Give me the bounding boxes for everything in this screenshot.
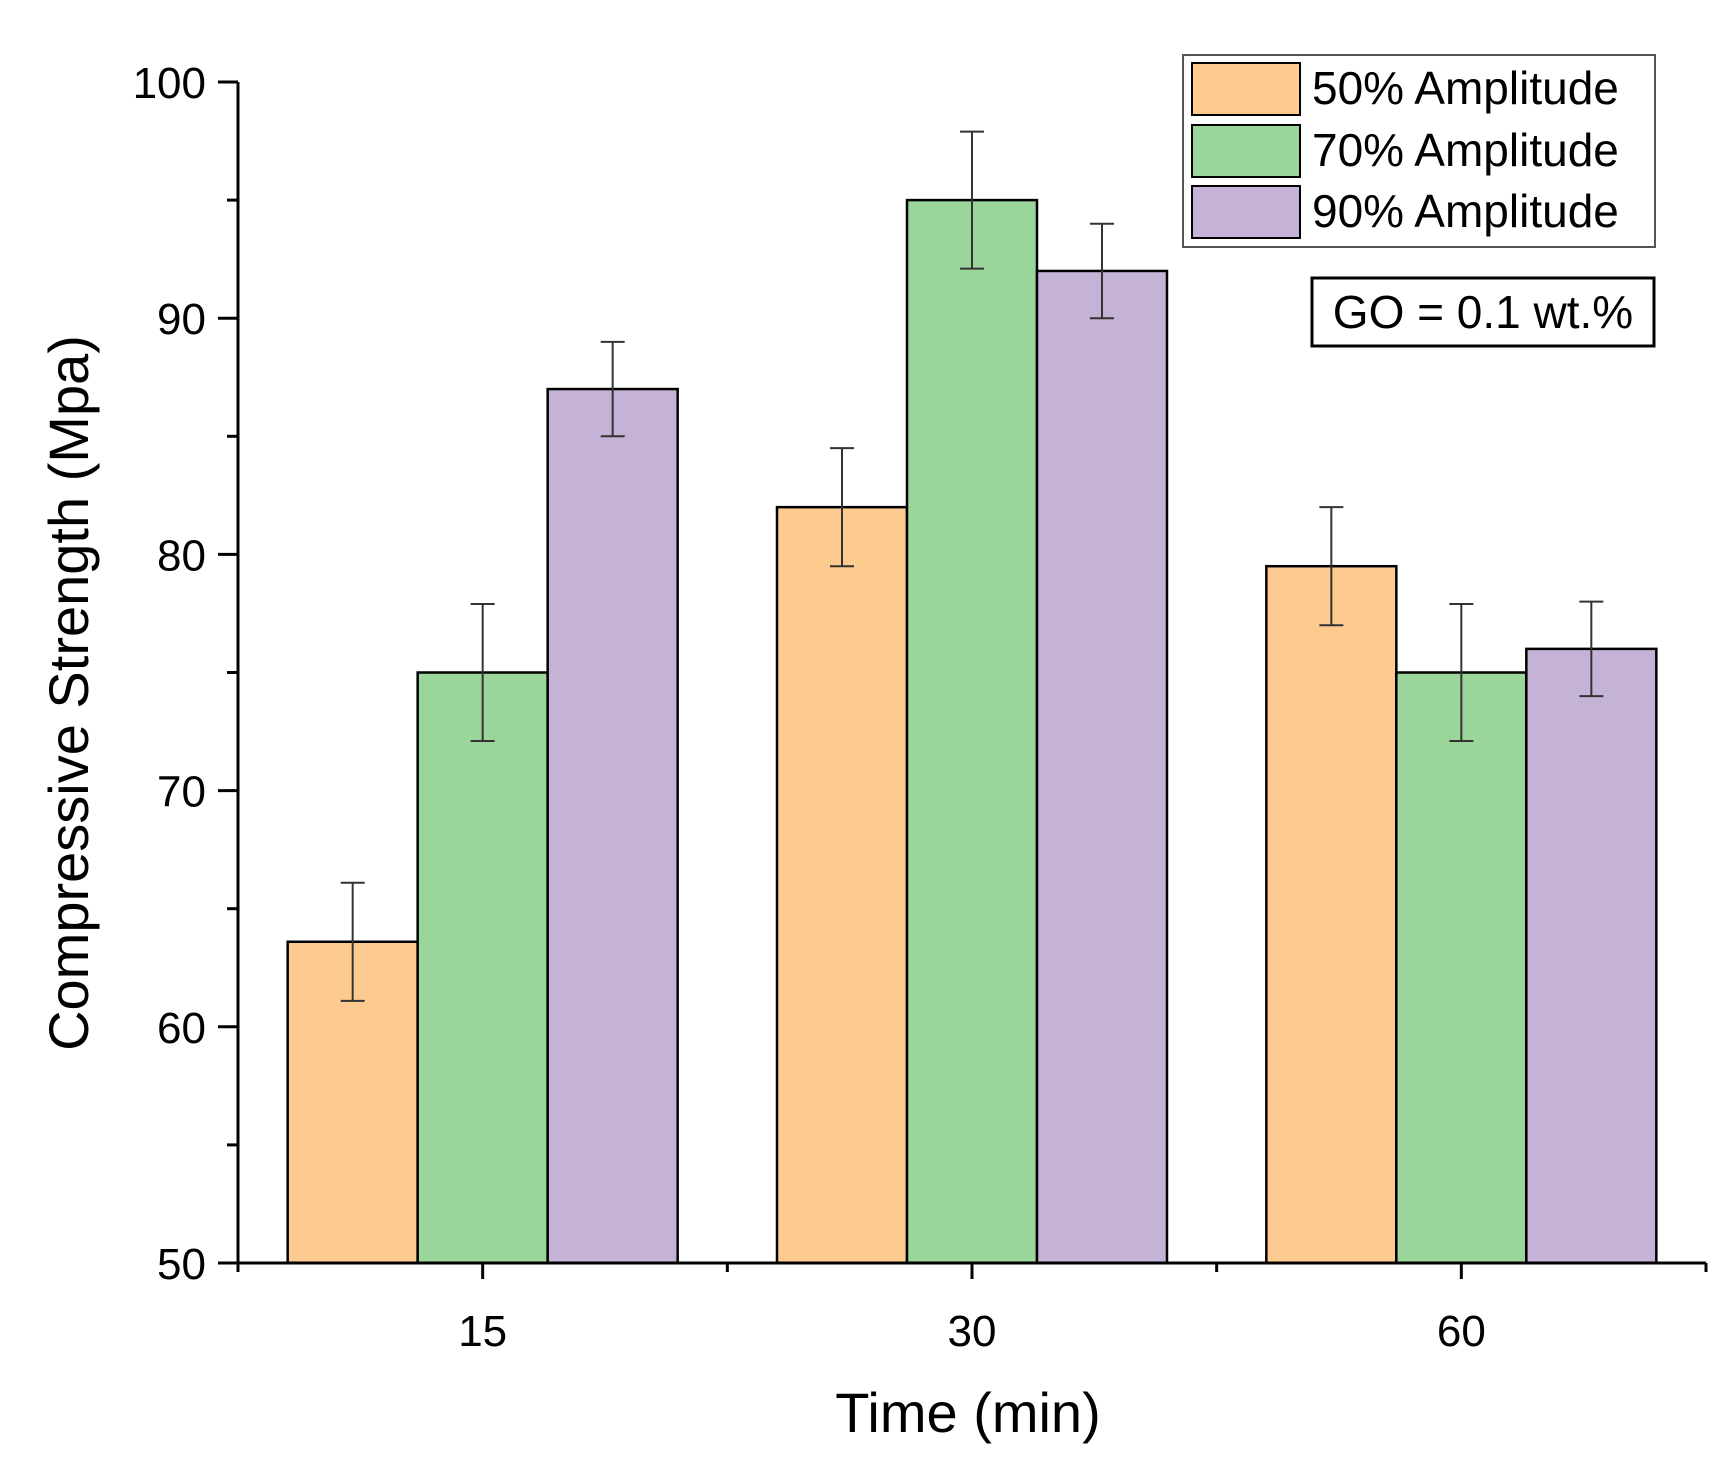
legend-label-2: 70% Amplitude	[1312, 124, 1619, 176]
x-axis-title: Time (min)	[835, 1381, 1100, 1444]
error-bar-1-30	[830, 447, 854, 568]
x-tick-label-60: 60	[1437, 1307, 1486, 1356]
bar-3-15	[546, 387, 679, 1265]
legend-label-3: 90% Amplitude	[1312, 185, 1619, 237]
error-bar-3-60	[1579, 600, 1604, 698]
tick-labels-layer: 15 30 60 50 60 70 80 90 100	[133, 59, 1486, 1356]
legend-swatch-1	[1191, 62, 1301, 116]
y-tick-label-90: 90	[157, 295, 206, 344]
bars-layer	[286, 198, 1658, 1265]
y-tick-label-100: 100	[133, 59, 206, 108]
legend-swatch-2	[1191, 124, 1301, 178]
bar-3-30	[1035, 269, 1169, 1265]
bar-2-30	[905, 198, 1039, 1265]
legend-entry-3: 90% Amplitude	[1191, 185, 1619, 239]
annotation-box: GO = 0.1 wt.%	[1310, 276, 1656, 348]
bar-3-60	[1525, 647, 1658, 1265]
error-bar-3-30	[1090, 222, 1114, 320]
bar-1-30	[775, 505, 909, 1265]
y-tick-label-70: 70	[157, 768, 206, 817]
annotation-frame	[1310, 276, 1656, 348]
bar-2-60	[1395, 671, 1528, 1265]
x-tick-label-30: 30	[948, 1307, 997, 1356]
y-axis-title: Compressive Strength (Mpa)	[37, 335, 100, 1051]
legend-swatch-3	[1191, 185, 1301, 239]
legend-label-1: 50% Amplitude	[1312, 62, 1619, 114]
bar-1-60	[1265, 564, 1398, 1265]
error-bar-1-60	[1319, 506, 1344, 627]
error-bar-3-15	[600, 340, 625, 438]
legend-entry-2: 70% Amplitude	[1191, 124, 1619, 178]
legend-entry-1: 50% Amplitude	[1191, 62, 1619, 116]
annotation-text: GO = 0.1 wt.%	[1333, 286, 1633, 338]
error-bar-2-60	[1449, 603, 1474, 742]
legend: 50% Amplitude 70% Amplitude 90% Amplitud…	[1182, 54, 1656, 248]
axes-layer	[218, 80, 1708, 1279]
bar-2-15	[416, 671, 549, 1265]
error-bars-layer	[340, 130, 1604, 1002]
error-bar-2-15	[470, 603, 495, 742]
y-tick-label-60: 60	[157, 1004, 206, 1053]
y-tick-label-50: 50	[157, 1240, 206, 1289]
x-tick-label-15: 15	[458, 1307, 507, 1356]
error-bar-1-15	[340, 881, 365, 1002]
error-bar-2-30	[960, 130, 984, 270]
y-tick-label-80: 80	[157, 531, 206, 580]
